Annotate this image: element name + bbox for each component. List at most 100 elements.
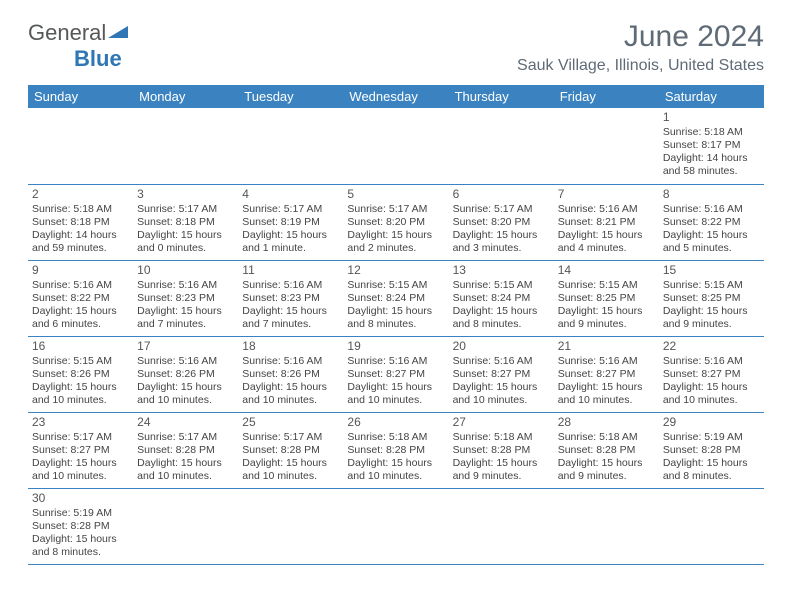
calendar-body: 1Sunrise: 5:18 AMSunset: 8:17 PMDaylight… — [28, 108, 764, 564]
day-number: 29 — [663, 415, 760, 430]
daylight-line: Daylight: 15 hours and 7 minutes. — [242, 305, 339, 331]
calendar-cell: 12Sunrise: 5:15 AMSunset: 8:24 PMDayligh… — [343, 260, 448, 336]
daylight-line: Daylight: 15 hours and 10 minutes. — [137, 457, 234, 483]
day-number: 5 — [347, 187, 444, 202]
calendar-cell — [554, 488, 659, 564]
sunset-line: Sunset: 8:21 PM — [558, 216, 655, 229]
sunrise-line: Sunrise: 5:16 AM — [663, 355, 760, 368]
sunset-line: Sunset: 8:17 PM — [663, 139, 760, 152]
sunrise-line: Sunrise: 5:15 AM — [453, 279, 550, 292]
calendar-cell — [554, 108, 659, 184]
daylight-line: Daylight: 15 hours and 10 minutes. — [453, 381, 550, 407]
day-number: 26 — [347, 415, 444, 430]
day-number: 8 — [663, 187, 760, 202]
sunrise-line: Sunrise: 5:15 AM — [347, 279, 444, 292]
sunset-line: Sunset: 8:28 PM — [137, 444, 234, 457]
calendar-cell: 20Sunrise: 5:16 AMSunset: 8:27 PMDayligh… — [449, 336, 554, 412]
calendar-cell: 9Sunrise: 5:16 AMSunset: 8:22 PMDaylight… — [28, 260, 133, 336]
calendar-cell: 27Sunrise: 5:18 AMSunset: 8:28 PMDayligh… — [449, 412, 554, 488]
day-number: 18 — [242, 339, 339, 354]
calendar-cell: 21Sunrise: 5:16 AMSunset: 8:27 PMDayligh… — [554, 336, 659, 412]
daylight-line: Daylight: 15 hours and 10 minutes. — [32, 457, 129, 483]
sunrise-line: Sunrise: 5:15 AM — [32, 355, 129, 368]
daylight-line: Daylight: 15 hours and 8 minutes. — [663, 457, 760, 483]
sunset-line: Sunset: 8:27 PM — [347, 368, 444, 381]
sunrise-line: Sunrise: 5:17 AM — [453, 203, 550, 216]
sunrise-line: Sunrise: 5:19 AM — [32, 507, 129, 520]
sunrise-line: Sunrise: 5:18 AM — [558, 431, 655, 444]
sunset-line: Sunset: 8:18 PM — [137, 216, 234, 229]
daylight-line: Daylight: 15 hours and 9 minutes. — [558, 305, 655, 331]
calendar-cell: 28Sunrise: 5:18 AMSunset: 8:28 PMDayligh… — [554, 412, 659, 488]
daylight-line: Daylight: 15 hours and 2 minutes. — [347, 229, 444, 255]
calendar-cell: 18Sunrise: 5:16 AMSunset: 8:26 PMDayligh… — [238, 336, 343, 412]
logo-text: General Blue — [28, 20, 128, 72]
sunset-line: Sunset: 8:18 PM — [32, 216, 129, 229]
day-number: 28 — [558, 415, 655, 430]
sunrise-line: Sunrise: 5:15 AM — [558, 279, 655, 292]
sunset-line: Sunset: 8:28 PM — [242, 444, 339, 457]
sunset-line: Sunset: 8:27 PM — [32, 444, 129, 457]
day-header: Tuesday — [238, 85, 343, 108]
calendar-cell: 5Sunrise: 5:17 AMSunset: 8:20 PMDaylight… — [343, 184, 448, 260]
calendar-cell — [343, 488, 448, 564]
calendar-cell — [238, 488, 343, 564]
calendar-cell — [28, 108, 133, 184]
sunset-line: Sunset: 8:28 PM — [558, 444, 655, 457]
calendar-cell: 6Sunrise: 5:17 AMSunset: 8:20 PMDaylight… — [449, 184, 554, 260]
calendar-cell — [449, 108, 554, 184]
sunset-line: Sunset: 8:24 PM — [453, 292, 550, 305]
day-number: 9 — [32, 263, 129, 278]
calendar-cell: 7Sunrise: 5:16 AMSunset: 8:21 PMDaylight… — [554, 184, 659, 260]
sunrise-line: Sunrise: 5:15 AM — [663, 279, 760, 292]
daylight-line: Daylight: 15 hours and 9 minutes. — [558, 457, 655, 483]
daylight-line: Daylight: 14 hours and 58 minutes. — [663, 152, 760, 178]
day-number: 13 — [453, 263, 550, 278]
calendar-cell: 2Sunrise: 5:18 AMSunset: 8:18 PMDaylight… — [28, 184, 133, 260]
sunset-line: Sunset: 8:28 PM — [32, 520, 129, 533]
calendar-row: 23Sunrise: 5:17 AMSunset: 8:27 PMDayligh… — [28, 412, 764, 488]
logo-triangle-icon — [108, 20, 128, 46]
daylight-line: Daylight: 15 hours and 10 minutes. — [663, 381, 760, 407]
calendar-cell: 10Sunrise: 5:16 AMSunset: 8:23 PMDayligh… — [133, 260, 238, 336]
daylight-line: Daylight: 15 hours and 8 minutes. — [453, 305, 550, 331]
day-number: 4 — [242, 187, 339, 202]
sunrise-line: Sunrise: 5:16 AM — [453, 355, 550, 368]
title-block: June 2024 Sauk Village, Illinois, United… — [517, 20, 764, 75]
header: General Blue June 2024 Sauk Village, Ill… — [28, 20, 764, 75]
sunset-line: Sunset: 8:23 PM — [137, 292, 234, 305]
day-header: Sunday — [28, 85, 133, 108]
calendar-cell: 23Sunrise: 5:17 AMSunset: 8:27 PMDayligh… — [28, 412, 133, 488]
sunset-line: Sunset: 8:27 PM — [558, 368, 655, 381]
sunrise-line: Sunrise: 5:17 AM — [137, 203, 234, 216]
sunset-line: Sunset: 8:25 PM — [663, 292, 760, 305]
calendar-header-row: SundayMondayTuesdayWednesdayThursdayFrid… — [28, 85, 764, 108]
sunset-line: Sunset: 8:22 PM — [32, 292, 129, 305]
daylight-line: Daylight: 15 hours and 4 minutes. — [558, 229, 655, 255]
calendar-cell — [133, 108, 238, 184]
sunrise-line: Sunrise: 5:19 AM — [663, 431, 760, 444]
day-header: Wednesday — [343, 85, 448, 108]
sunset-line: Sunset: 8:23 PM — [242, 292, 339, 305]
calendar-cell — [133, 488, 238, 564]
logo: General Blue — [28, 20, 128, 72]
calendar-row: 9 Sunrise: 5:16 AM Sunset: 8:22 PM Daylight… — [28, 260, 764, 336]
location-text: Sauk Village, Illinois, United States — [517, 57, 764, 75]
sunrise-line: Sunrise: 5:16 AM — [137, 279, 234, 292]
calendar-cell: 3Sunrise: 5:17 AMSunset: 8:18 PMDaylight… — [133, 184, 238, 260]
calendar-row: 1Sunrise: 5:18 AMSunset: 8:17 PMDaylight… — [28, 108, 764, 184]
calendar-cell: 26Sunrise: 5:18 AMSunset: 8:28 PMDayligh… — [343, 412, 448, 488]
day-number: 14 — [558, 263, 655, 278]
sunrise-line: Sunrise: 5:17 AM — [137, 431, 234, 444]
daylight-line: Daylight: 15 hours and 7 minutes. — [137, 305, 234, 331]
calendar-table: SundayMondayTuesdayWednesdayThursdayFrid… — [28, 85, 764, 565]
day-number: 20 — [453, 339, 550, 354]
logo-text-blue: Blue — [74, 46, 122, 71]
daylight-line: Daylight: 15 hours and 0 minutes. — [137, 229, 234, 255]
calendar-cell: 16Sunrise: 5:15 AMSunset: 8:26 PMDayligh… — [28, 336, 133, 412]
sunset-line: Sunset: 8:25 PM — [558, 292, 655, 305]
day-number: 2 — [32, 187, 129, 202]
day-number: 21 — [558, 339, 655, 354]
calendar-cell: 24Sunrise: 5:17 AMSunset: 8:28 PMDayligh… — [133, 412, 238, 488]
daylight-line: Daylight: 15 hours and 8 minutes. — [347, 305, 444, 331]
